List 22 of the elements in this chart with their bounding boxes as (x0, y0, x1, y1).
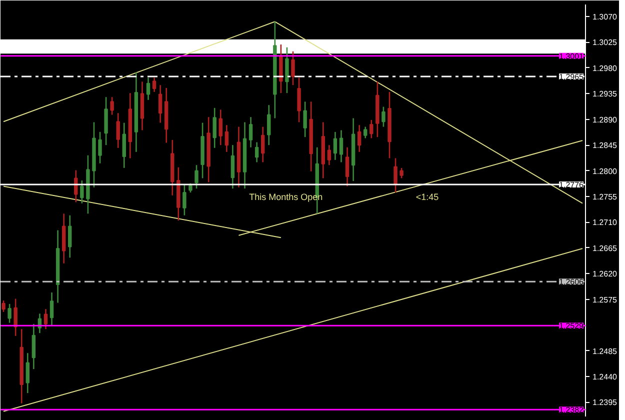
y-tick-label: 1.2665 (592, 244, 618, 253)
ref-line-label: 1.3001 (559, 52, 584, 61)
y-tick-label: 1.2620 (592, 270, 618, 279)
y-tick-label: 1.2710 (592, 218, 618, 228)
y-tick-label: 1.2395 (592, 398, 618, 408)
y-tick-label: 1.3025 (592, 38, 618, 48)
y-tick-label: 1.2485 (592, 346, 618, 356)
y-tick-label: 1.2935 (592, 90, 618, 99)
y-tick-label: 1.2800 (592, 166, 618, 176)
y-tick-label: 1.2890 (592, 115, 618, 124)
y-tick-label: 1.2440 (592, 372, 618, 382)
ref-line-label: 1.2965 (559, 72, 584, 82)
y-tick-label: 1.2845 (592, 141, 618, 150)
y-tick-label: 1.2980 (592, 64, 618, 73)
ref-line-label: 1.2382 (559, 406, 584, 415)
ref-line-label: 1.2776 (559, 180, 584, 190)
y-tick-label: 1.3070 (592, 12, 618, 22)
annotation: <1:45 (416, 192, 439, 202)
y-tick-label: 1.2575 (592, 295, 618, 304)
ref-line-label: 1.2529 (559, 322, 584, 331)
ref-line-label: 1.2606 (559, 278, 584, 287)
y-tick-label: 1.2755 (592, 192, 618, 202)
